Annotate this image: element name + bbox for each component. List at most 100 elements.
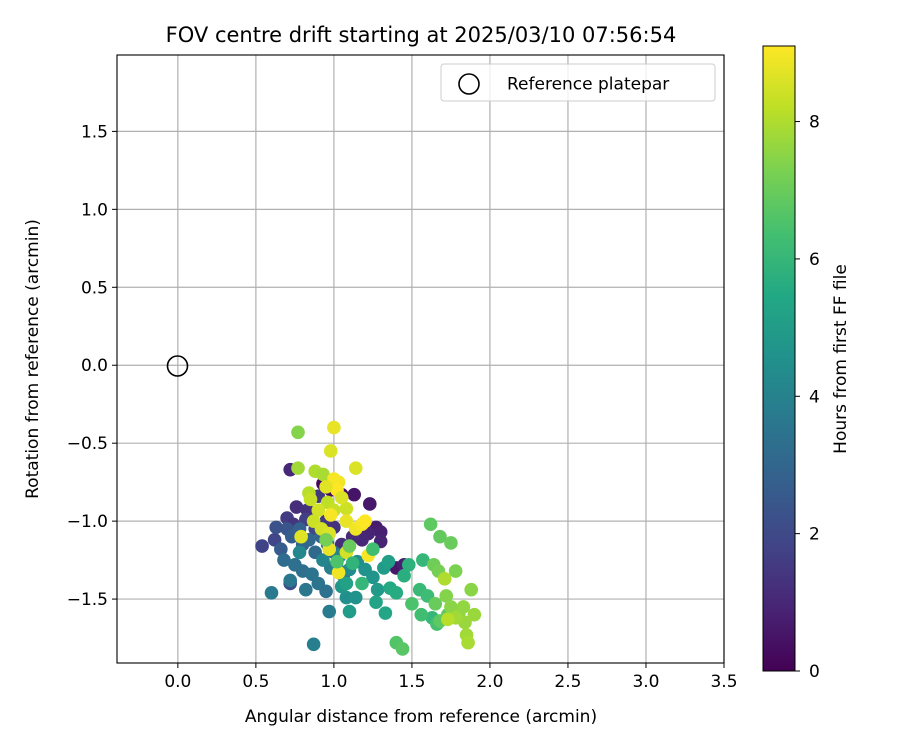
data-point [456,600,471,614]
data-point [342,604,357,619]
data-point [370,582,385,597]
data-point [303,492,318,507]
data-point [366,570,380,585]
x-tick-label: 1.5 [398,672,425,692]
data-point [395,642,410,656]
colorbar-label: Hours from first FF file [831,264,851,454]
y-tick-label: −1.5 [67,590,108,610]
data-point [289,500,304,514]
data-point [397,568,411,583]
y-tick-label: 0.5 [81,278,108,298]
data-point [319,584,333,599]
data-point [437,572,452,586]
data-point [339,501,354,516]
data-point [269,520,283,535]
data-point [339,590,354,605]
data-point [464,582,479,597]
data-point [366,542,380,556]
y-axis-label: Rotation from reference (arcmin) [23,219,43,499]
data-point [330,554,344,569]
data-point [322,604,337,619]
colorbar-tick-label: 0 [809,662,820,682]
colorbar-ticks: 0 2 4 6 8 [795,113,820,682]
data-point [331,565,346,580]
data-point [292,545,307,560]
data-point [348,590,363,605]
data-point [441,612,455,627]
data-point [334,490,349,505]
data-point [405,596,419,611]
data-point [467,607,482,622]
y-tick-label: 1.0 [81,200,108,220]
x-tick-label: 2.0 [476,672,503,692]
data-point [339,514,354,528]
data-point [319,533,333,547]
data-point [283,573,298,588]
x-tick-label: 0.5 [242,672,269,692]
colorbar: 0 2 4 6 8 Hours from first FF file [762,45,851,682]
data-point [291,461,305,475]
x-tick-label: 0.0 [164,672,191,692]
chart-title: FOV centre drift starting at 2025/03/10 … [166,23,677,47]
data-point [311,503,326,518]
data-point [369,595,383,609]
data-point [439,589,454,603]
data-point [401,557,416,572]
data-point [416,553,430,567]
data-point [291,425,305,440]
data-point [316,553,330,567]
data-point [323,508,338,522]
data-point [255,539,269,553]
data-point [264,586,279,600]
grid-lines [117,55,725,663]
x-axis-ticks: 0.0 0.5 1.0 1.5 2.0 2.5 3.0 3.5 [164,663,738,692]
data-point [342,539,357,553]
y-axis-ticks: −1.5 −1.0 −0.5 0.0 0.5 1.0 1.5 [67,122,117,610]
data-point [316,467,330,482]
legend-label-reference-platepar: Reference platepar [507,75,669,95]
data-point [378,606,393,620]
data-point [358,514,372,528]
data-point [414,607,429,622]
y-tick-label: 0.0 [81,356,108,376]
y-tick-label: −0.5 [67,434,108,454]
data-point [355,576,369,591]
data-point [327,420,341,435]
y-tick-label: −1.0 [67,512,108,532]
legend: Reference platepar [440,63,716,102]
data-point [423,517,438,532]
x-axis-label: Angular distance from reference (arcmin) [245,707,597,727]
colorbar-tick-label: 2 [809,525,820,545]
data-point [433,529,447,544]
x-tick-label: 2.5 [554,672,581,692]
data-point [277,553,291,567]
colorbar-tick-label: 4 [809,387,820,407]
data-point [306,637,321,652]
x-tick-label: 3.0 [632,672,659,692]
data-point [428,596,443,611]
legend-marker-icon [458,73,480,95]
data-point [294,529,308,544]
data-point [373,525,388,539]
data-point [345,556,360,571]
colorbar-tick-label: 8 [809,113,820,133]
data-point [389,586,404,600]
data-point [347,487,361,502]
x-tick-label: 1.0 [320,672,347,692]
data-point [323,444,338,458]
data-point [461,635,475,650]
colorbar-tick-label: 6 [809,250,820,270]
colorbar-gradient [762,45,796,672]
x-tick-label: 3.5 [710,672,737,692]
data-point [381,554,396,569]
data-points [255,420,482,656]
data-point [348,461,363,475]
data-point [319,480,333,494]
legend-box [440,63,716,102]
data-point [448,564,463,578]
reference-platepar-marker [166,355,189,377]
y-tick-label: 1.5 [81,122,108,142]
plot-frame [116,54,725,664]
data-point [444,536,458,550]
